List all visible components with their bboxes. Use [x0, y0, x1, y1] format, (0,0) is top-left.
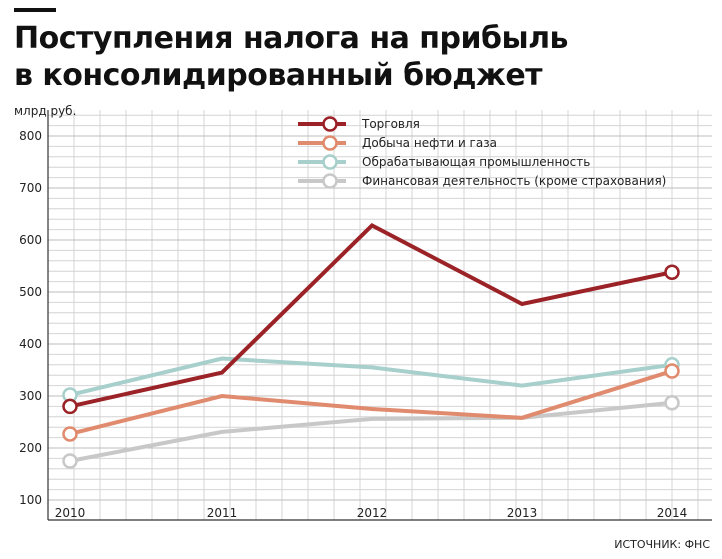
series-line	[69, 369, 673, 436]
source-note: ИСТОЧНИК: ФНС	[614, 538, 710, 551]
y-tick-label: 200	[19, 441, 42, 455]
series-end-marker	[664, 363, 680, 379]
legend-swatch-marker	[322, 135, 338, 151]
y-tick-label: 600	[19, 233, 42, 247]
legend-label: Финансовая деятельность (кроме страхован…	[362, 174, 666, 188]
y-tick-label: 300	[19, 389, 42, 403]
x-tick-label: 2011	[207, 506, 238, 520]
series-end-marker	[62, 453, 78, 469]
legend-swatch-marker	[322, 154, 338, 170]
series-end-marker	[664, 395, 680, 411]
y-tick-label: 700	[19, 181, 42, 195]
legend-swatch-marker	[322, 116, 338, 132]
y-tick-label: 400	[19, 337, 42, 351]
legend-label: Добыча нефти и газа	[362, 136, 497, 150]
series-end-marker	[62, 426, 78, 442]
y-tick-label: 800	[19, 129, 42, 143]
legend: Торговля Добыча нефти и газа Обрабатывающа…	[298, 116, 666, 189]
legend-label: Обрабатывающая промышленность	[362, 155, 590, 169]
title-line-2: в консолидированный бюджет	[14, 58, 543, 93]
series-end-marker	[664, 264, 680, 280]
x-tick-label: 2012	[357, 506, 388, 520]
x-tick-label: 2014	[657, 506, 688, 520]
title-line-1: Поступления налога на прибыль	[14, 21, 569, 56]
series	[62, 222, 680, 469]
series-line	[69, 222, 673, 409]
legend-label: Торговля	[361, 117, 420, 131]
title-rule	[14, 8, 56, 12]
grid	[47, 110, 712, 520]
x-tick-label: 2010	[55, 506, 86, 520]
axes: млрд руб. 800 700 600 500 400 300 200 100 2010 201…	[14, 104, 712, 521]
chart-title: Поступления налога на прибыль в консолид…	[14, 8, 569, 94]
x-tick-label: 2013	[507, 506, 538, 520]
y-unit-label: млрд руб.	[14, 104, 76, 118]
legend-swatch-marker	[322, 173, 338, 189]
y-tick-label: 100	[19, 493, 42, 507]
series-line	[69, 356, 673, 397]
series-end-marker	[62, 398, 78, 415]
y-tick-label: 500	[19, 285, 42, 299]
series-line	[69, 400, 673, 463]
